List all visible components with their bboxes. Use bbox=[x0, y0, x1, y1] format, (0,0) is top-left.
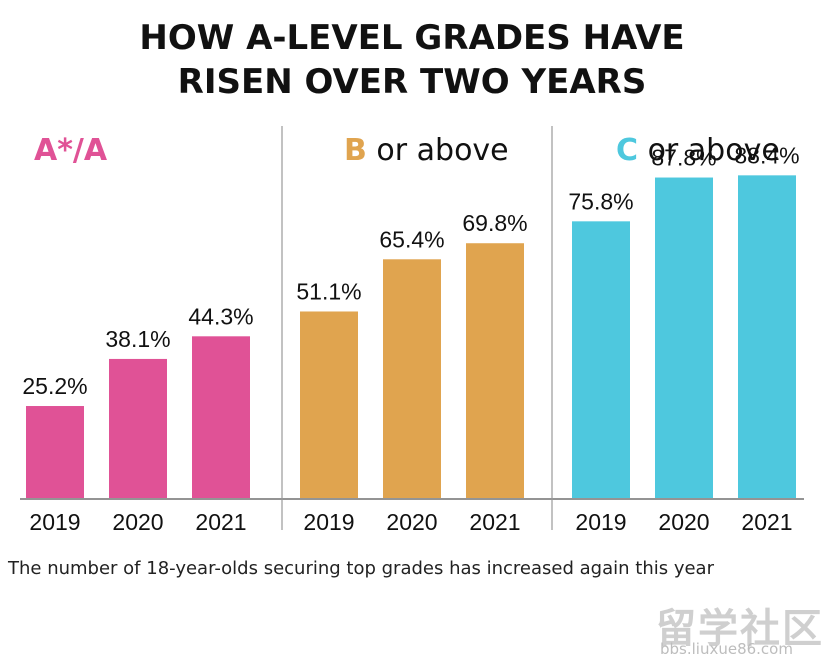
bar-2-2020 bbox=[383, 259, 441, 498]
data-label-2-2019: 51.1% bbox=[296, 278, 361, 304]
data-label-3-2021: 88.4% bbox=[734, 142, 799, 168]
bar-2-2021 bbox=[466, 243, 524, 498]
chart-title-line-1: HOW A-LEVEL GRADES HAVE bbox=[139, 18, 685, 58]
panel-title-rest-3: or above bbox=[638, 133, 780, 168]
data-label-2-2020: 65.4% bbox=[379, 226, 444, 252]
chart-caption: The number of 18-year-olds securing top … bbox=[8, 558, 714, 579]
bar-1-2021 bbox=[192, 336, 250, 498]
watermark-url: bbs.liuxue86.com bbox=[660, 640, 793, 658]
data-label-3-2019: 75.8% bbox=[568, 188, 633, 214]
data-label-3-2020: 87.8% bbox=[651, 145, 716, 171]
panel-title-2: B or above bbox=[344, 133, 509, 168]
bar-1-2020 bbox=[109, 358, 167, 498]
panel-title-key-1: A*/A bbox=[34, 133, 108, 168]
panel-title-1: A*/A bbox=[34, 133, 108, 168]
panel-title-3: C or above bbox=[616, 133, 780, 168]
chart-title: HOW A-LEVEL GRADES HAVE RISEN OVER TWO Y… bbox=[0, 16, 824, 104]
data-label-2-2021: 69.8% bbox=[462, 210, 527, 236]
x-tick-label-3-2019: 2019 bbox=[575, 509, 626, 535]
watermark-logo: 留学社区 bbox=[656, 606, 824, 652]
bar-3-2019 bbox=[572, 221, 630, 498]
x-tick-label-1-2019: 2019 bbox=[29, 509, 80, 535]
panel-title-key-3: C bbox=[616, 133, 638, 168]
bar-3-2020 bbox=[655, 177, 713, 498]
x-tick-label-1-2021: 2021 bbox=[195, 509, 246, 535]
chart-title-line-2: RISEN OVER TWO YEARS bbox=[177, 62, 647, 102]
data-label-1-2019: 25.2% bbox=[22, 373, 87, 399]
x-tick-label-1-2020: 2020 bbox=[112, 509, 163, 535]
x-tick-label-2-2019: 2019 bbox=[303, 509, 354, 535]
x-tick-label-3-2021: 2021 bbox=[741, 509, 792, 535]
bar-2-2019 bbox=[300, 311, 358, 498]
x-tick-label-2-2021: 2021 bbox=[469, 509, 520, 535]
data-label-1-2021: 44.3% bbox=[188, 303, 253, 329]
bar-1-2019 bbox=[26, 406, 84, 498]
data-label-1-2020: 38.1% bbox=[105, 326, 170, 352]
x-tick-label-3-2020: 2020 bbox=[658, 509, 709, 535]
panel-title-rest-2: or above bbox=[367, 133, 509, 168]
bar-3-2021 bbox=[738, 175, 796, 498]
panel-title-key-2: B bbox=[344, 133, 367, 168]
x-tick-label-2-2020: 2020 bbox=[386, 509, 437, 535]
